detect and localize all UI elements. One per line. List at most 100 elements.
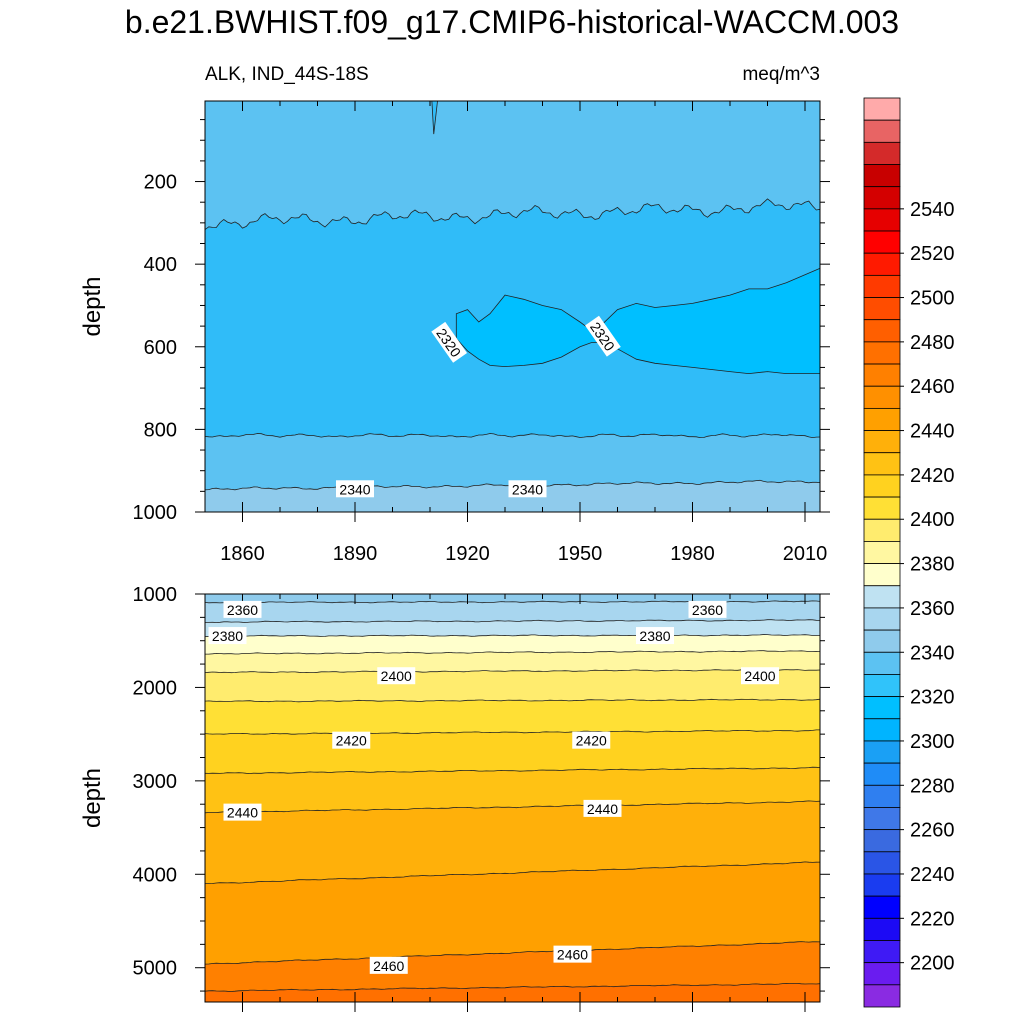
lower-y-tick-label-3000: 3000: [133, 771, 178, 793]
colorbar-box: [863, 407, 901, 431]
contour-label-text: 2360: [692, 602, 723, 618]
contour-2380: [205, 650, 820, 655]
upper-contour-label-2340: 2340: [508, 480, 547, 498]
band-2350: [205, 600, 820, 623]
colorbar-box: [863, 252, 901, 276]
colorbar-box: [863, 452, 901, 476]
colorbar-box: [863, 895, 901, 919]
units-label: meq/m^3: [742, 64, 820, 85]
band-2430: [205, 800, 820, 884]
colorbar-label-2440: 2440: [910, 421, 955, 443]
band-2420: [205, 767, 820, 813]
lower-contour-label-2360: 2360: [223, 600, 262, 618]
band-2380: [205, 650, 820, 673]
colorbar-box: [863, 629, 901, 653]
lower-y-tick-label-2000: 2000: [133, 677, 178, 699]
colorbar-box: [863, 740, 901, 764]
colorbar-label-2480: 2480: [910, 332, 955, 354]
contour-2320-b: [205, 433, 820, 439]
colorbar-box: [863, 97, 901, 121]
contour-label-text: 2460: [557, 947, 588, 963]
x-tick-label-1860: 1860: [220, 543, 265, 565]
colorbar-box: [863, 651, 901, 675]
variable-label: ALK, IND_44S-18S: [205, 64, 369, 85]
colorbar-box: [863, 829, 901, 853]
colorbar-box: [863, 319, 901, 343]
lower-panel: [205, 594, 820, 1002]
colorbar-box: [863, 784, 901, 808]
upper-y-axis-label: depth: [79, 276, 106, 336]
band-2360: [205, 619, 820, 637]
colorbar-label-2280: 2280: [910, 775, 955, 797]
colorbar-box: [863, 718, 901, 742]
x-tick-label-1890: 1890: [333, 543, 378, 565]
colorbar-label-2360: 2360: [910, 598, 955, 620]
surface-spike: [431, 101, 438, 135]
contour-label-text: 2400: [744, 668, 775, 684]
contour-label-text: 2420: [336, 733, 367, 749]
band-2410: [205, 729, 820, 774]
contour-label-text: 2460: [373, 958, 404, 974]
colorbar-label-2380: 2380: [910, 554, 955, 576]
lower-y-tick-label-4000: 4000: [133, 864, 178, 886]
colorbar-box: [863, 141, 901, 165]
colorbar-label-2200: 2200: [910, 953, 955, 975]
colorbar-box: [863, 164, 901, 188]
colorbar-label-2320: 2320: [910, 687, 955, 709]
contour-2420: [205, 766, 820, 774]
band-2340-lower: [205, 594, 820, 603]
colorbar-box: [863, 563, 901, 587]
colorbar-box: [863, 208, 901, 232]
colorbar-box: [863, 518, 901, 542]
colorbar-box: [863, 186, 901, 210]
lower-panel-fill: [205, 594, 820, 1002]
band-2390: [205, 669, 820, 702]
lower-contour-label-2380: 2380: [636, 627, 674, 645]
colorbar-label-2260: 2260: [910, 820, 955, 842]
band-2330-lower: [205, 433, 820, 490]
colorbar-box: [863, 696, 901, 720]
x-tick-label-2010: 2010: [783, 543, 828, 565]
colorbar-box: [863, 274, 901, 298]
lower-contour-label-2420: 2420: [572, 731, 611, 749]
colorbar-box: [863, 607, 901, 631]
lower-contour-label-2440: 2440: [583, 799, 622, 817]
band-2400: [205, 699, 820, 735]
colorbar-box: [863, 363, 901, 387]
contour-label-text: 2380: [212, 628, 243, 644]
lower-contour-label-2460: 2460: [369, 956, 408, 974]
contour-2440: [205, 861, 820, 884]
colorbar-label-2420: 2420: [910, 465, 955, 487]
upper-panel-fill: [205, 101, 820, 512]
colorbar-box: [863, 341, 901, 365]
contour-label-text: 2420: [576, 733, 607, 749]
colorbar-box: [863, 873, 901, 897]
upper-y-tick-label-600: 600: [144, 337, 177, 359]
contour-2390: [205, 668, 820, 674]
colorbar-box: [863, 541, 901, 564]
colorbar-box: [863, 807, 901, 831]
colorbar-box: [863, 496, 901, 520]
contour-2360: [205, 619, 820, 623]
colorbar-box: [863, 762, 901, 786]
colorbar-label-2460: 2460: [910, 376, 955, 398]
colorbar-box: [863, 962, 901, 986]
contour-label-text: 2440: [227, 805, 258, 821]
colorbar-label-2240: 2240: [910, 864, 955, 886]
contour-2430: [205, 800, 820, 814]
colorbar-box: [863, 585, 901, 609]
colorbar-box: [863, 674, 901, 698]
contour-label-text: 2440: [587, 801, 618, 817]
contour-label-text: 2340: [339, 481, 370, 497]
lower-contour-label-2380: 2380: [208, 627, 247, 645]
contour-label-text: 2380: [639, 628, 670, 644]
band-2450: [205, 941, 820, 992]
lower-contour-label-2420: 2420: [332, 731, 371, 749]
upper-panel: [205, 101, 820, 512]
chart-title: b.e21.BWHIST.f09_g17.CMIP6-historical-WA…: [124, 4, 900, 40]
band-2330-upper: [205, 101, 820, 230]
colorbar-label-2340: 2340: [910, 642, 955, 664]
x-tick-label-1920: 1920: [445, 543, 490, 565]
colorbar-box: [863, 430, 901, 454]
